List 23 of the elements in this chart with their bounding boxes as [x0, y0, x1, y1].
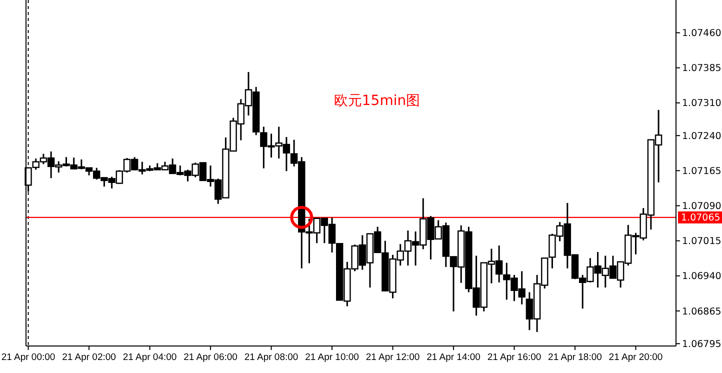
x-tick-label: 21 Apr 02:00 [62, 352, 116, 363]
x-tick-label: 21 Apr 00:00 [1, 352, 56, 363]
ref-line-label: 1.07065 [681, 212, 720, 224]
x-tick-label: 21 Apr 16:00 [487, 352, 542, 363]
y-tick-label: 1.07165 [682, 166, 722, 177]
y-tick-label: 1.06865 [682, 306, 722, 318]
y-tick-label: 1.07385 [682, 63, 722, 74]
x-tick-label: 21 Apr 14:00 [426, 352, 480, 363]
y-tick-label: 1.06795 [682, 338, 722, 350]
y-tick-label: 1.07310 [682, 98, 722, 110]
x-tick-label: 21 Apr 12:00 [366, 352, 420, 363]
x-tick-label: 21 Apr 06:00 [184, 352, 238, 363]
x-tick-label: 21 Apr 20:00 [608, 352, 663, 363]
y-tick-label: 1.07090 [682, 201, 722, 212]
x-tick-label: 21 Apr 08:00 [244, 352, 298, 363]
x-tick-label: 21 Apr 10:00 [305, 352, 359, 363]
y-tick-label: 1.06940 [682, 271, 722, 282]
y-tick-label: 1.07015 [682, 236, 722, 248]
y-tick-label: 1.07460 [682, 28, 722, 40]
text: 欧元15min图 [334, 93, 420, 109]
y-tick-label: 1.07240 [682, 130, 722, 142]
x-tick-label: 21 Apr 04:00 [122, 352, 177, 363]
x-tick-label: 21 Apr 18:00 [548, 352, 602, 363]
